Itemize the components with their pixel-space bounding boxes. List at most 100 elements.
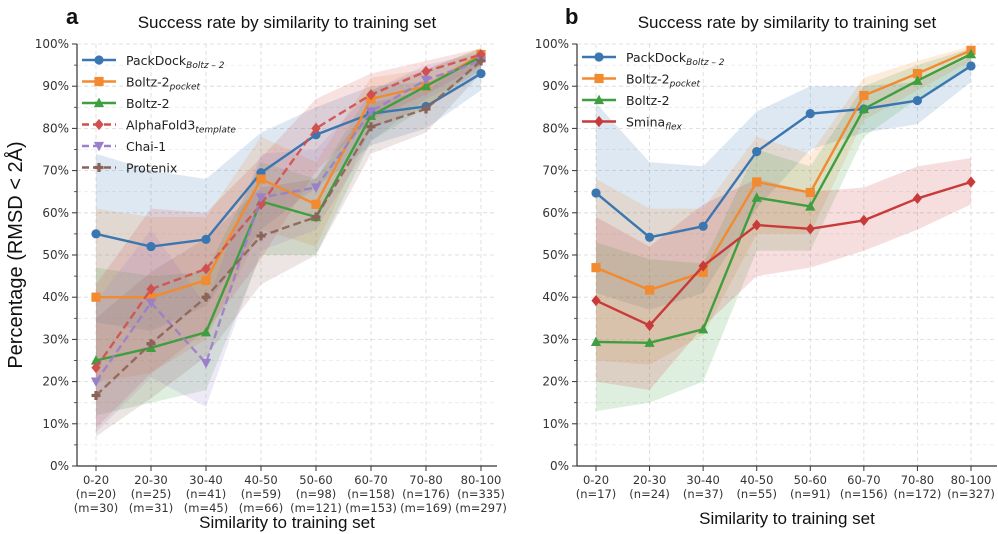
data-point bbox=[591, 188, 601, 198]
data-point bbox=[201, 275, 211, 285]
x-tick-n-label: (n=172) bbox=[893, 487, 941, 501]
x-tick-label: 80-100 bbox=[461, 473, 502, 487]
confidence-band-3 bbox=[96, 48, 481, 429]
x-tick-m-label: (m=121) bbox=[290, 501, 342, 515]
data-point bbox=[752, 219, 762, 231]
data-point bbox=[858, 103, 869, 114]
series-line bbox=[95, 59, 482, 397]
x-tick-label: 30-40 bbox=[686, 473, 719, 487]
x-axis-label: Similarity to training set bbox=[199, 513, 375, 532]
x-tick-n-label: (n=41) bbox=[186, 487, 227, 501]
series-line bbox=[95, 59, 482, 383]
x-tick-m-label: (m=169) bbox=[400, 501, 452, 515]
legend-item: PackDockBoltz – 2 bbox=[582, 50, 725, 68]
legend-label: Boltz-2pocket bbox=[126, 75, 201, 93]
legend-label: PackDockBoltz – 2 bbox=[626, 50, 725, 68]
legend-swatch-marker bbox=[94, 163, 104, 172]
chart-title: Success rate by similarity to training s… bbox=[638, 13, 937, 32]
data-point bbox=[146, 292, 156, 302]
x-tick-label: 40-50 bbox=[244, 473, 277, 487]
y-tick-label: 20% bbox=[542, 375, 569, 389]
series-line bbox=[595, 53, 972, 344]
x-tick-m-label: (m=30) bbox=[74, 501, 118, 515]
y-tick-label: 60% bbox=[542, 206, 569, 220]
panel-letter: b bbox=[565, 4, 578, 29]
confidence-band-1 bbox=[596, 46, 971, 365]
x-tick-label: 0-20 bbox=[83, 473, 109, 487]
series-5 bbox=[91, 56, 486, 401]
data-point bbox=[366, 89, 376, 101]
x-axis-label: Similarity to training set bbox=[699, 509, 875, 528]
x-tick-label: 60-70 bbox=[847, 473, 880, 487]
y-tick-label: 100% bbox=[35, 37, 69, 51]
data-point bbox=[145, 298, 157, 309]
data-point bbox=[365, 107, 377, 117]
x-tick-label: 50-60 bbox=[299, 473, 332, 487]
data-point bbox=[591, 263, 601, 273]
x-tick-n-label: (n=91) bbox=[790, 487, 831, 501]
y-tick-label: 0% bbox=[550, 459, 569, 473]
data-point bbox=[311, 199, 321, 209]
confidence-band-0 bbox=[596, 56, 971, 310]
x-tick-n-label: (n=327) bbox=[947, 487, 995, 501]
data-point bbox=[201, 234, 211, 244]
confidence-band-2 bbox=[596, 48, 971, 412]
series-line bbox=[595, 180, 972, 327]
data-point bbox=[698, 260, 708, 272]
y-tick-label: 50% bbox=[542, 248, 569, 262]
data-point bbox=[200, 326, 212, 337]
data-point bbox=[859, 214, 869, 226]
y-tick-label: 70% bbox=[42, 164, 69, 178]
y-tick-label: 40% bbox=[542, 290, 569, 304]
legend-swatch-marker bbox=[594, 52, 604, 62]
x-tick-m-label: (m=153) bbox=[345, 501, 397, 515]
x-tick-n-label: (n=335) bbox=[457, 487, 505, 501]
x-tick-n-label: (n=25) bbox=[131, 487, 172, 501]
y-tick-label: 90% bbox=[542, 79, 569, 93]
gridlines bbox=[577, 43, 997, 467]
legend-swatch-marker bbox=[93, 97, 105, 108]
x-tick-n-label: (n=24) bbox=[629, 487, 670, 501]
panel-a: a Success rate by similarity to training … bbox=[4, 4, 507, 532]
series-3 bbox=[591, 176, 976, 332]
series-line bbox=[95, 55, 482, 362]
y-tick-label: 100% bbox=[535, 37, 569, 51]
legend-swatch-marker bbox=[94, 76, 104, 87]
x-tick-label: 30-40 bbox=[189, 473, 222, 487]
y-tick-label: 80% bbox=[542, 121, 569, 135]
confidence-band-1 bbox=[96, 48, 481, 382]
legend-label: Chai-1 bbox=[126, 139, 166, 154]
x-tick-n-label: (n=59) bbox=[241, 487, 282, 501]
y-axis-label: Percentage (RMSD < 2Å) bbox=[4, 141, 27, 368]
legend-label: Sminaflex bbox=[626, 115, 683, 133]
y-tick-label: 20% bbox=[42, 375, 69, 389]
y-tick-label: 10% bbox=[42, 417, 69, 431]
data-point bbox=[698, 221, 708, 231]
series-1 bbox=[591, 45, 976, 295]
legend-item: Protenix bbox=[82, 161, 177, 176]
data-point bbox=[644, 319, 655, 332]
data-point bbox=[644, 285, 655, 295]
data-point bbox=[966, 176, 976, 188]
x-tick-n-label: (n=37) bbox=[683, 487, 724, 501]
data-point bbox=[201, 263, 211, 275]
data-point bbox=[912, 68, 923, 79]
legend-swatch-marker bbox=[94, 55, 104, 65]
data-point bbox=[698, 323, 709, 334]
confidence-band-2 bbox=[96, 48, 481, 416]
x-tick-n-label: (n=55) bbox=[736, 487, 777, 501]
x-tick-m-label: (m=66) bbox=[239, 501, 283, 515]
legend: PackDockBoltz – 2 Boltz-2pocket Boltz-2 Smi… bbox=[582, 50, 725, 133]
legend-swatch-marker bbox=[94, 118, 104, 131]
data-point bbox=[311, 122, 321, 134]
data-point bbox=[644, 232, 655, 242]
x-tick-label: 70-80 bbox=[901, 473, 934, 487]
data-point bbox=[752, 177, 762, 187]
data-point bbox=[256, 231, 266, 241]
x-tick-n-label: (n=158) bbox=[347, 487, 395, 501]
x-tick-label: 40-50 bbox=[740, 473, 773, 487]
data-point bbox=[805, 187, 815, 198]
legend-item: Boltz-2 bbox=[82, 96, 170, 111]
legend-label: Boltz-2pocket bbox=[626, 72, 701, 90]
